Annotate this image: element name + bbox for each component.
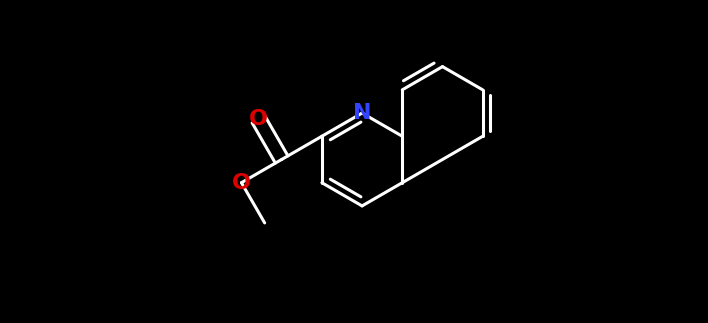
Text: O: O: [232, 173, 251, 193]
Text: N: N: [353, 103, 371, 123]
Text: O: O: [249, 109, 268, 129]
